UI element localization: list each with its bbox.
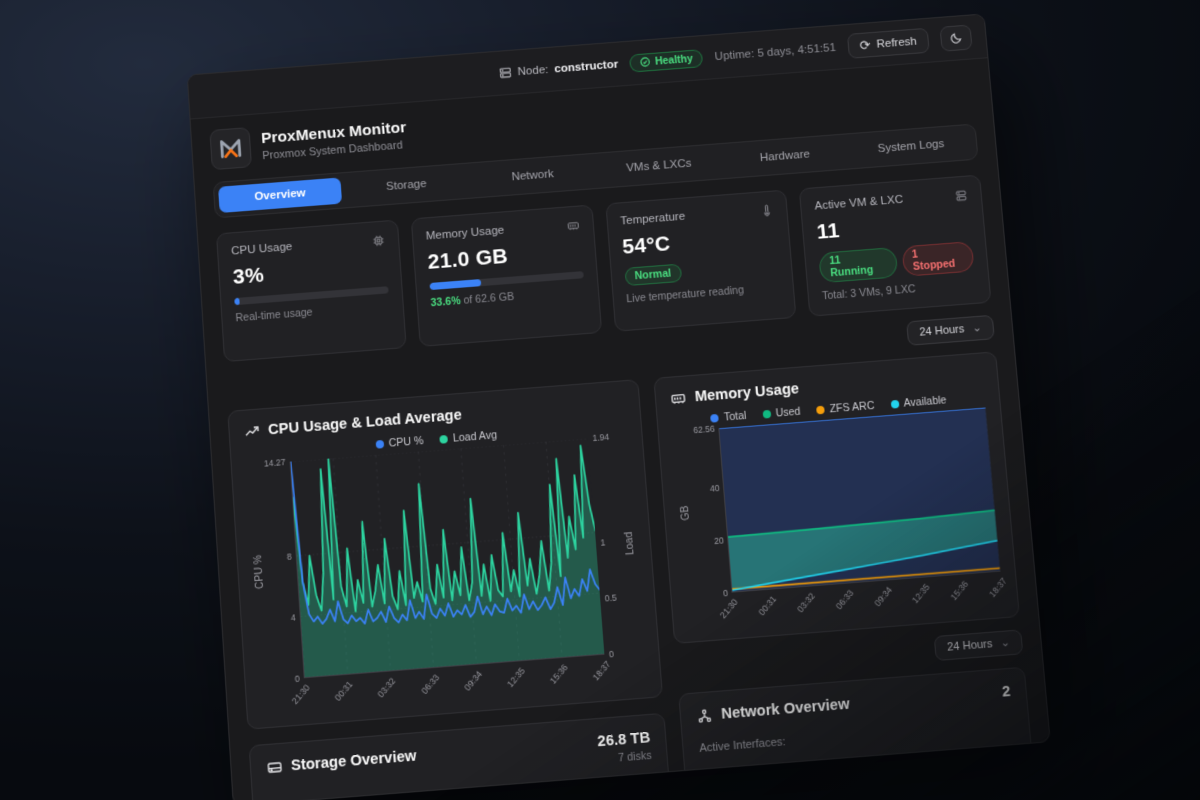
trending-up-icon [243,423,260,441]
node-name: constructor [553,58,619,75]
memory-progress-fill [429,279,482,291]
active-vm-lxc-card: Active VM & LXC 11 11 Running 1 Stopped … [799,174,992,317]
hard-drive-icon [266,759,283,777]
proxmenux-m-icon [219,138,241,158]
refresh-icon: ⟳ [859,37,872,53]
vm-stopped-badge: 1 Stopped [901,241,975,277]
cpu-chart-area: CPU % 0 4 8 14.27 0 0.5 1 1.94 Load 21:30 00:31… [246,432,648,719]
memory-chart-card: Memory Usage Total Used ZFS ARC Available G… [653,351,1020,644]
server-stack-icon [954,189,968,203]
storage-title: Storage Overview [290,748,417,775]
app-logo [209,127,253,171]
time-range-select[interactable]: 24 Hours ⌄ [906,314,995,346]
legend-dot [890,399,900,409]
legend-item[interactable]: ZFS ARC [816,400,875,417]
cpu-card-caption: Real-time usage [235,306,313,325]
vm-count-value: 11 [815,218,841,244]
top-status-bar: Node: constructor Healthy Uptime: 5 days… [187,14,988,120]
network-title: Network Overview [720,696,851,723]
check-circle-icon [640,57,650,67]
server-icon [499,67,511,78]
node-label: Node: [517,63,549,78]
storage-disks-value: 7 disks [617,749,653,765]
tab-storage[interactable]: Storage [385,177,428,194]
cpu-chart-plot [289,438,605,679]
tab-overview[interactable]: Overview [218,177,343,214]
tab-network[interactable]: Network [511,168,555,184]
cpu-progress-fill [234,297,240,306]
temperature-card-title: Temperature [619,210,686,228]
network-nodes-icon [696,707,714,725]
legend-item[interactable]: Used [762,405,801,420]
legend-item[interactable]: Total [710,410,747,425]
dashboard-window: Node: constructor Healthy Uptime: 5 days… [186,13,1051,800]
memory-usage-value: 21.0 GB [426,244,509,274]
temperature-status-badge: Normal [623,263,682,287]
cpu-chip-icon [371,234,385,248]
vm-running-badge: 11 Running [818,246,898,284]
memory-card-title: Memory Usage [425,224,505,243]
network-count-value: 2 [1001,683,1012,701]
cpu-card-title: CPU Usage [230,240,293,258]
legend-dot [710,413,720,423]
chevron-down-icon: ⌄ [971,321,983,335]
node-indicator: Node: constructor [498,58,619,80]
cpu-usage-value: 3% [232,263,265,290]
cpu-usage-card: CPU Usage 3% Real-time usage [215,219,407,363]
refresh-button[interactable]: ⟳ Refresh [846,27,930,59]
main-grid: CPU Usage & Load Average CPU % Load Avg C… [227,351,1037,800]
app-header: ProxMenux Monitor Proxmox System Dashboa… [191,58,993,179]
legend-dot [375,439,384,449]
ram-icon [670,390,687,408]
network-active-interfaces-label: Active Interfaces: [698,735,787,756]
memory-chart-title: Memory Usage [694,380,800,406]
memory-chart-plot [718,407,1001,593]
memory-chart-area: GB 0 20 40 62.56 21:30 00:31 03:32 06:33 09:34 1… [673,407,1009,633]
tab-hardware[interactable]: Hardware [759,148,811,165]
temperature-value: 54°C [621,231,672,259]
legend-item[interactable]: CPU % [375,435,424,451]
time-range-select-2[interactable]: 24 Hours ⌄ [933,629,1024,662]
temperature-card-caption: Live temperature reading [625,284,745,306]
vm-card-caption: Total: 3 VMs, 9 LXC [821,283,917,303]
storage-total-value: 26.8 TB [596,729,651,751]
vm-card-title: Active VM & LXC [814,193,904,213]
chevron-down-icon: ⌄ [1000,636,1011,650]
storage-overview-card: Storage Overview 26.8 TB 7 disks Total C… [248,712,675,800]
legend-item[interactable]: Load Avg [439,429,497,446]
cpu-load-chart-card: CPU Usage & Load Average CPU % Load Avg C… [227,379,664,730]
left-column: CPU Usage & Load Average CPU % Load Avg C… [227,379,675,800]
network-interface-badge[interactable] [701,775,772,800]
tab-system-logs[interactable]: System Logs [877,138,945,156]
network-overview-card: Network Overview 2 Active Interfaces: [678,666,1037,800]
memory-card-caption: 33.6% of 62.6 GB [430,290,515,310]
uptime-text: Uptime: 5 days, 4:51:51 [714,41,837,63]
legend-dot [816,405,826,415]
legend-dot [762,409,771,419]
memory-usage-card: Memory Usage 21.0 GB 33.6% of 62.6 GB [410,204,602,347]
temperature-card: Temperature 54°C Normal Live temperature… [604,189,797,332]
ram-icon [566,219,580,233]
legend-item[interactable]: Available [890,394,947,411]
theme-toggle-button[interactable] [939,24,973,52]
tab-vms-lxcs[interactable]: VMs & LXCs [625,157,692,175]
thermometer-icon [760,204,774,218]
legend-dot [439,434,449,444]
moon-icon [951,33,962,44]
right-column: Memory Usage Total Used ZFS ARC Available G… [653,351,1037,800]
health-badge: Healthy [629,48,704,73]
